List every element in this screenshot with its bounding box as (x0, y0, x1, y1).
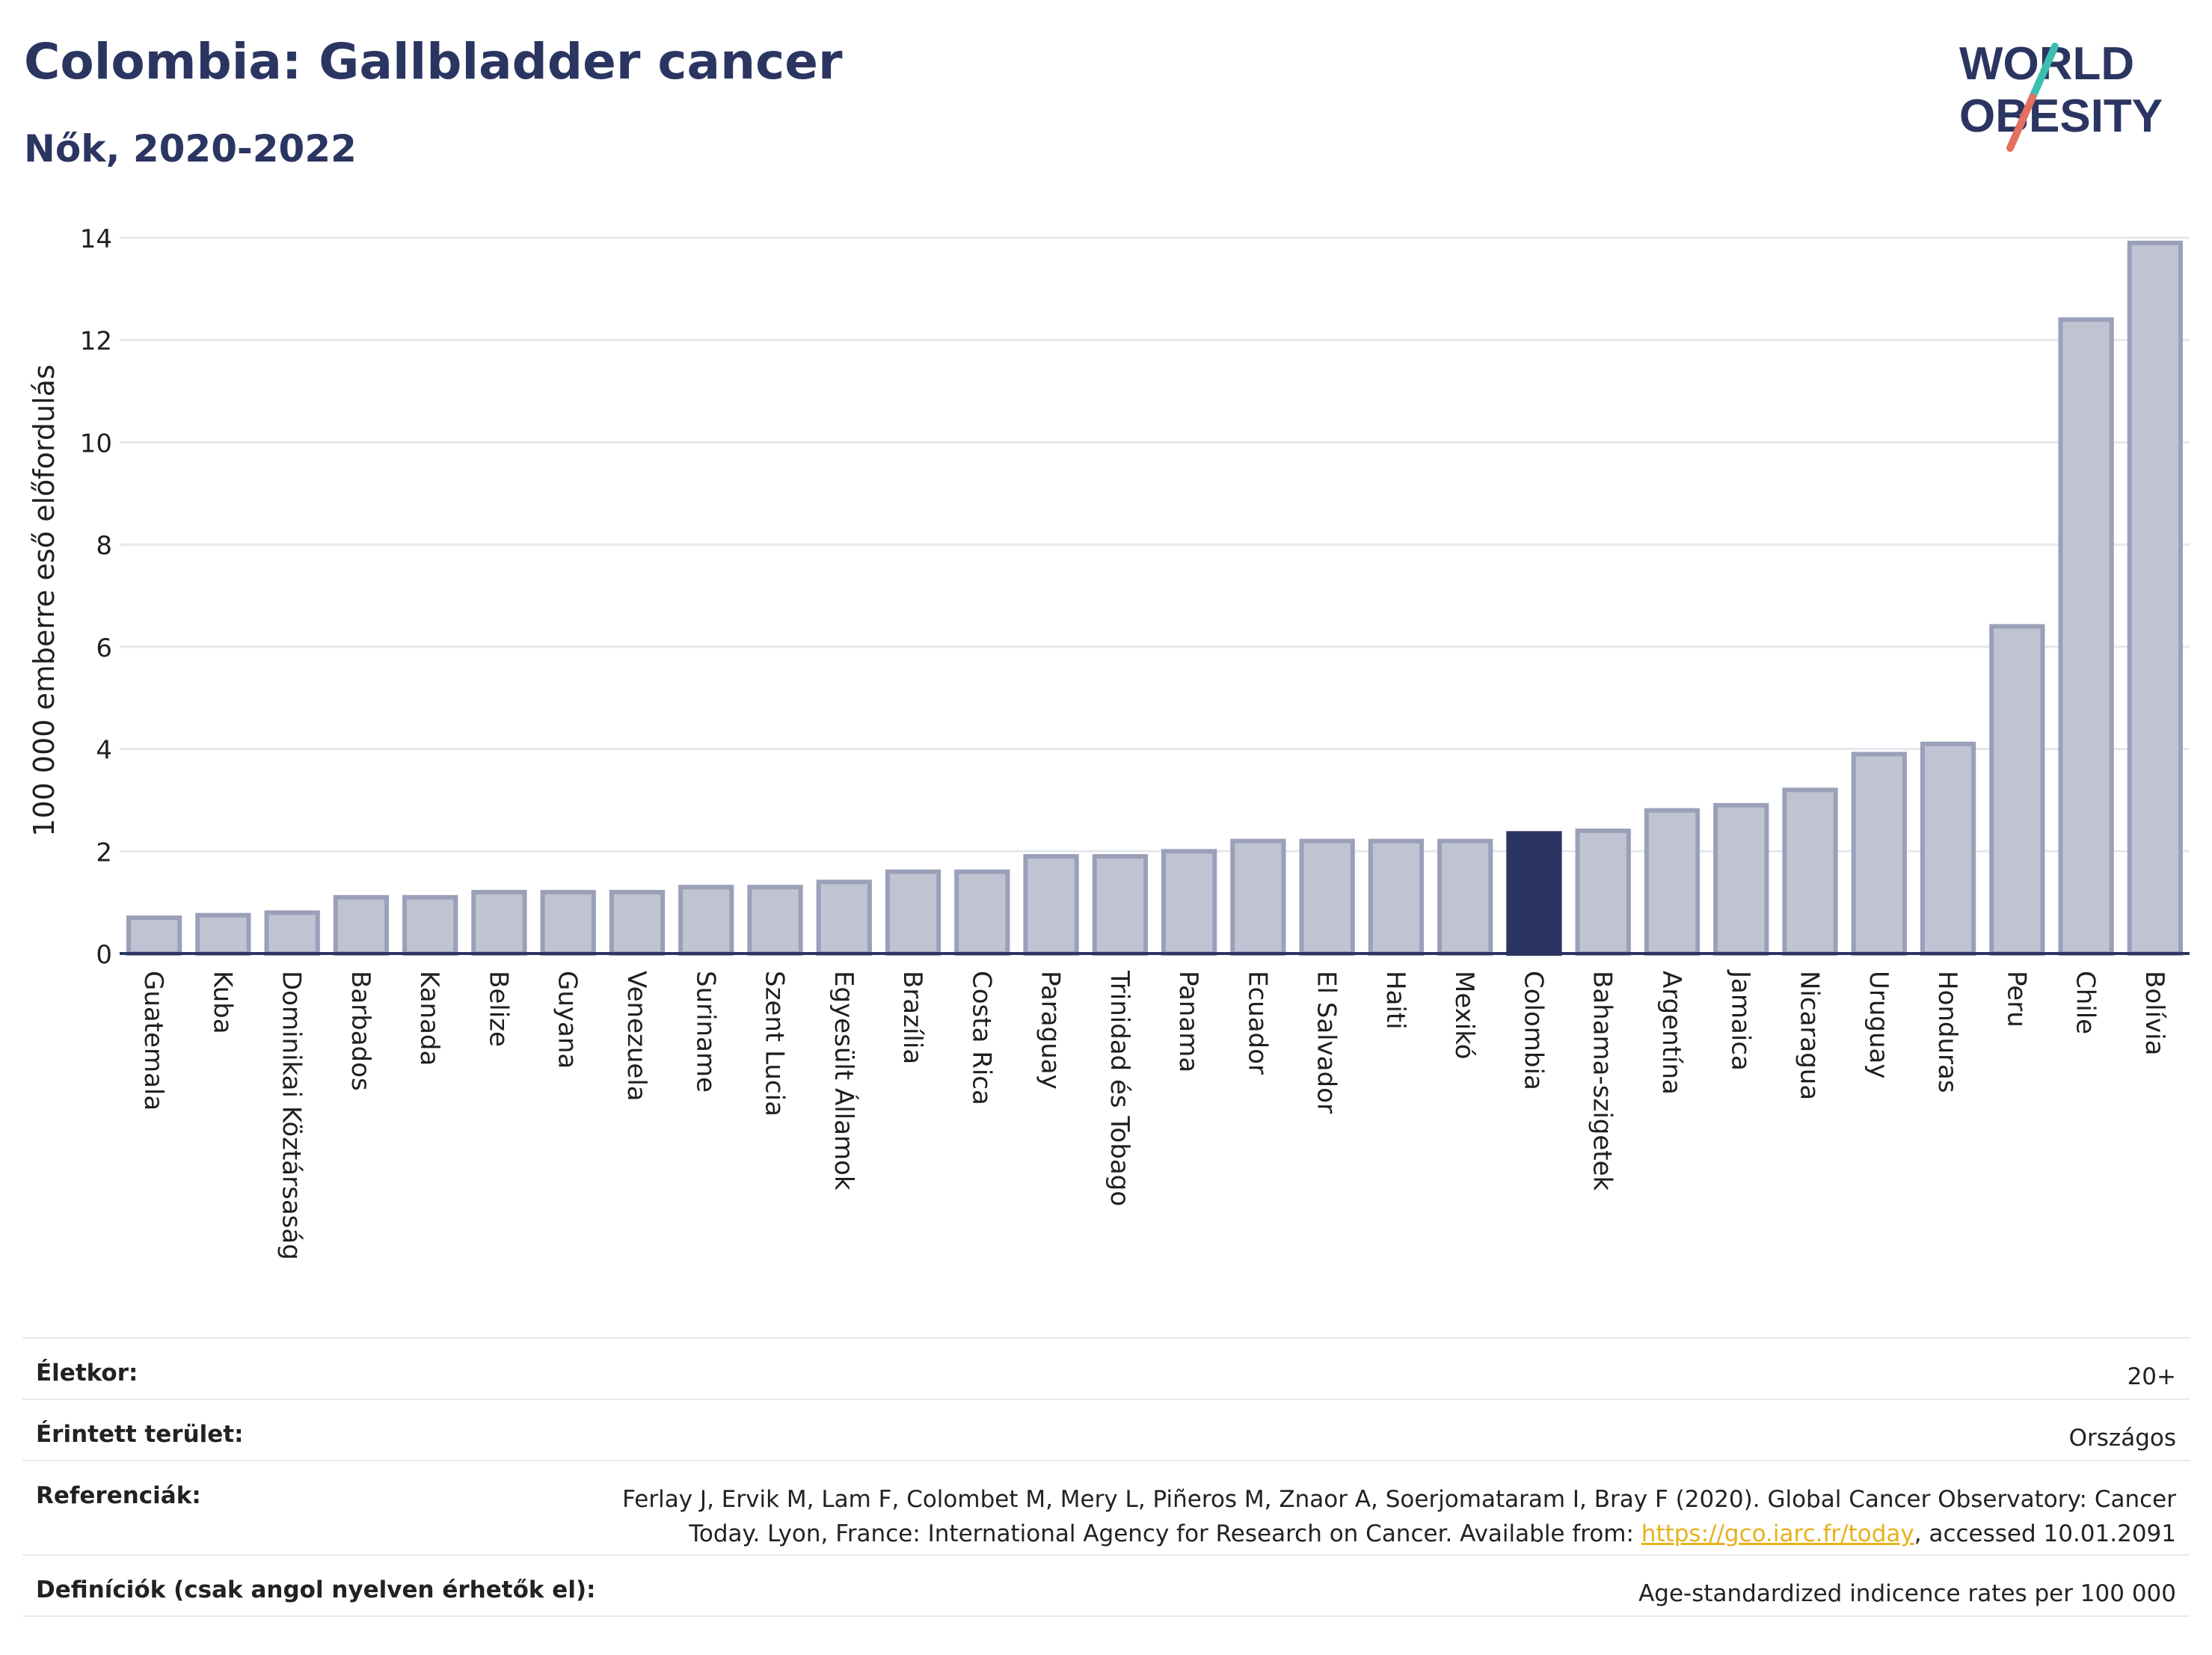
x-tick-label: Nicaragua (1795, 971, 1825, 1100)
x-tick-label: Suriname (690, 971, 720, 1093)
info-table: Életkor: 20+ Érintett terület: Országos … (22, 1337, 2190, 1621)
y-tick-label: 0 (96, 940, 112, 970)
x-tick-label: Peru (2001, 971, 2031, 1028)
bar (333, 894, 390, 956)
bar (2058, 317, 2114, 957)
bar (678, 885, 734, 957)
x-tick-label: Bolívia (2139, 971, 2169, 1055)
y-tick-label: 6 (96, 633, 112, 663)
info-row-age: Életkor: 20+ (22, 1337, 2190, 1398)
bar (1851, 752, 1907, 957)
reference-text: Today. Lyon, France: International Agenc… (689, 1520, 1641, 1547)
y-tick-label: 14 (80, 224, 112, 254)
x-tick-label: Guyana (553, 971, 583, 1069)
definitions-label: Definíciók (csak angol nyelven érhetők e… (36, 1576, 596, 1603)
bar (954, 869, 1010, 956)
x-tick-label: Paraguay (1036, 971, 1066, 1090)
x-tick-label: Kuba (207, 971, 237, 1034)
x-tick-label: Ecuador (1242, 971, 1272, 1075)
bar (1575, 828, 1631, 957)
reference-line-1: Ferlay J, Ervik M, Lam F, Colombet M, Me… (622, 1486, 2176, 1513)
bar (1368, 838, 1425, 956)
bar (816, 879, 872, 957)
bar (1299, 838, 1355, 956)
bar (402, 894, 458, 956)
bar (264, 910, 320, 957)
bar (1023, 854, 1079, 957)
x-tick-label: Dominikai Köztársaság (277, 971, 307, 1260)
x-tick-label: Haiti (1380, 971, 1410, 1030)
x-tick-label: Trinidad és Tobago (1105, 970, 1134, 1206)
x-tick-labels: Guatemala Kuba Dominikai Köztársaság Barbad… (138, 969, 2169, 1260)
bar (1161, 849, 1217, 957)
bar (1437, 838, 1493, 956)
bar (2127, 240, 2184, 957)
x-tick-label: Brazília (897, 971, 927, 1064)
y-axis-label: 100 000 emberre eső előfordulás (28, 364, 61, 836)
x-tick-label: Kanada (414, 971, 444, 1066)
x-tick-label: El Salvador (1312, 971, 1342, 1114)
reference-line-2: Today. Lyon, France: International Agenc… (622, 1517, 2176, 1551)
y-tick-label: 4 (96, 736, 112, 766)
x-tick-label: Egyesült Államok (829, 971, 859, 1191)
x-tick-label: Colombia (1518, 971, 1548, 1090)
bar (195, 912, 251, 957)
y-tick-label: 12 (80, 327, 112, 357)
x-tick-label: Guatemala (138, 971, 168, 1111)
y-tick-label: 2 (96, 838, 112, 868)
bar (1782, 787, 1838, 957)
age-label: Életkor: (36, 1360, 138, 1387)
info-row-references: Referenciák: Ferlay J, Ervik M, Lam F, C… (22, 1460, 2190, 1554)
logo-slash-coral (2006, 93, 2036, 152)
reference-link[interactable]: https://gco.iarc.fr/today (1641, 1520, 1914, 1547)
x-tick-label: Jamaica (1725, 969, 1755, 1071)
bar (747, 885, 803, 957)
x-tick-label: Mexikó (1449, 971, 1479, 1060)
y-tick-labels: 0 2 4 6 8 10 12 14 (80, 224, 112, 970)
bar (1713, 802, 1769, 956)
area-value: Országos (2068, 1425, 2176, 1452)
age-value: 20+ (2127, 1363, 2176, 1390)
bar (1644, 808, 1701, 956)
bar (540, 889, 596, 957)
x-tick-label: Argentína (1656, 971, 1686, 1095)
references-value: Ferlay J, Ervik M, Lam F, Colombet M, Me… (622, 1482, 2176, 1551)
x-tick-label: Szent Lucia (760, 971, 790, 1117)
definitions-value: Age-standardized indicence rates per 100… (1638, 1580, 2176, 1607)
x-tick-label: Venezuela (621, 971, 651, 1102)
y-tick-label: 10 (80, 429, 112, 458)
x-tick-label: Uruguay (1864, 971, 1893, 1079)
bar-chart: 0 2 4 6 8 10 12 14 Guatemala Kuba Dominikai Köztá… (28, 224, 2190, 1260)
reference-accessed: , accessed 10.01.2091 (1914, 1520, 2176, 1547)
bars (126, 240, 2184, 957)
x-tick-label: Belize (483, 971, 513, 1047)
chart-title: Colombia: Gallbladder cancer (24, 33, 843, 90)
info-row-definitions: Definíciók (csak angol nyelven érhetők e… (22, 1554, 2190, 1617)
x-tick-label: Costa Rica (966, 971, 996, 1105)
bar (1989, 624, 2045, 956)
x-tick-label: Panama (1173, 971, 1203, 1072)
x-tick-label: Barbados (345, 971, 375, 1091)
bar (1506, 831, 1562, 956)
x-tick-label: Honduras (1932, 971, 1962, 1093)
bar (1230, 838, 1286, 956)
chart-subtitle: Nők, 2020-2022 (24, 127, 357, 171)
bar (126, 915, 182, 957)
grid-lines (120, 236, 2190, 853)
y-tick-label: 8 (96, 531, 112, 561)
bar (1920, 741, 1976, 956)
x-tick-label: Chile (2071, 971, 2101, 1034)
bar (885, 869, 941, 956)
logo-text-obesity: OBESITY (1959, 90, 2163, 142)
references-label: Referenciák: (36, 1482, 201, 1509)
info-row-area: Érintett terület: Országos (22, 1398, 2190, 1460)
logo-slash-teal (2029, 43, 2059, 101)
bar (1092, 854, 1149, 957)
bar (609, 889, 666, 957)
bar (471, 889, 527, 957)
area-label: Érintett terület: (36, 1421, 244, 1448)
world-obesity-logo: WORLD OBESITY (1959, 38, 2163, 152)
x-tick-label: Bahama-szigetek (1588, 971, 1617, 1191)
